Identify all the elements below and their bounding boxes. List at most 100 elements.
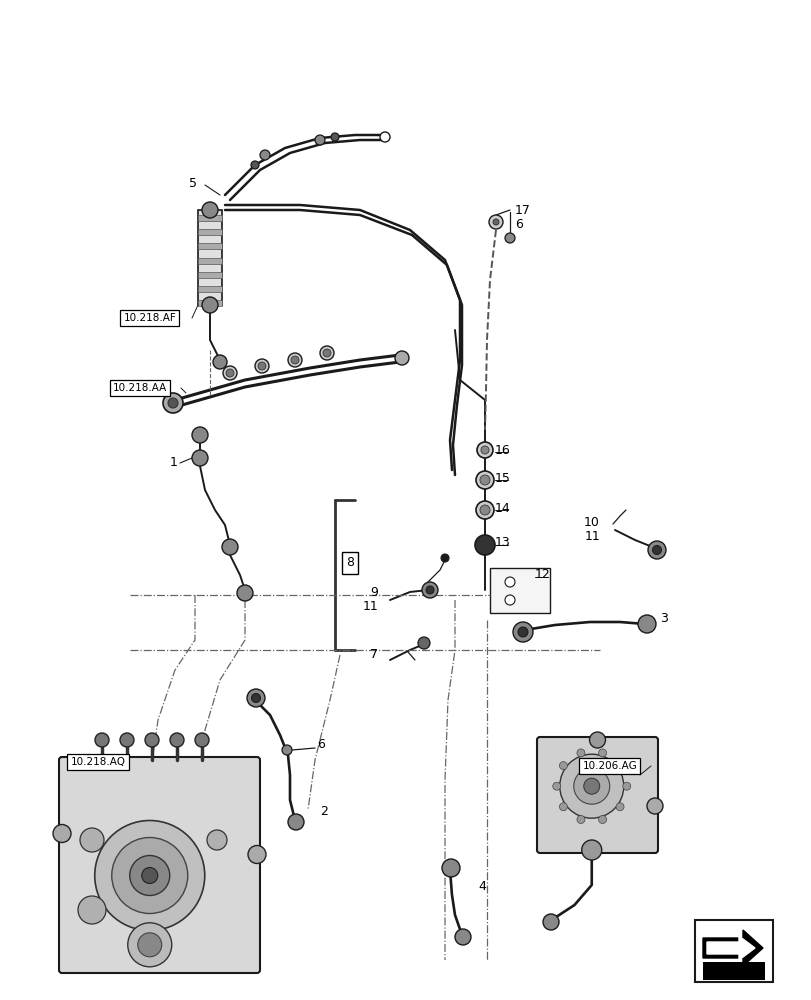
Circle shape — [622, 782, 630, 790]
Circle shape — [251, 161, 259, 169]
Circle shape — [559, 762, 567, 770]
Circle shape — [583, 778, 599, 794]
Circle shape — [559, 803, 567, 811]
Circle shape — [480, 446, 488, 454]
Text: 10: 10 — [583, 516, 599, 528]
Circle shape — [513, 622, 532, 642]
Circle shape — [195, 733, 208, 747]
Circle shape — [331, 133, 338, 141]
Circle shape — [130, 855, 169, 895]
Text: 12: 12 — [534, 568, 550, 582]
Text: 13: 13 — [495, 536, 510, 550]
Circle shape — [598, 749, 606, 757]
Circle shape — [581, 840, 601, 860]
Circle shape — [163, 393, 182, 413]
Circle shape — [212, 355, 227, 369]
Circle shape — [127, 923, 172, 967]
Bar — [198, 272, 221, 278]
Circle shape — [260, 150, 270, 160]
Circle shape — [288, 814, 303, 830]
FancyBboxPatch shape — [536, 737, 657, 853]
Circle shape — [207, 830, 227, 850]
Text: 16: 16 — [495, 444, 510, 456]
Circle shape — [225, 369, 234, 377]
Circle shape — [288, 353, 302, 367]
Circle shape — [237, 585, 253, 601]
Text: 7: 7 — [370, 648, 378, 660]
Circle shape — [120, 733, 134, 747]
Circle shape — [380, 132, 389, 142]
Text: 5: 5 — [189, 177, 197, 190]
Circle shape — [479, 505, 489, 515]
Circle shape — [251, 694, 260, 702]
Text: 8: 8 — [345, 556, 354, 570]
Circle shape — [95, 820, 204, 930]
Circle shape — [616, 762, 624, 770]
Text: 10.218.AA: 10.218.AA — [113, 383, 167, 393]
Circle shape — [422, 582, 437, 598]
Circle shape — [488, 215, 502, 229]
Circle shape — [479, 475, 489, 485]
Circle shape — [418, 637, 430, 649]
Polygon shape — [706, 936, 754, 960]
Text: 11: 11 — [584, 530, 599, 542]
Circle shape — [142, 867, 157, 883]
Polygon shape — [702, 930, 762, 966]
Text: 2: 2 — [320, 805, 328, 818]
Text: 15: 15 — [495, 472, 510, 485]
Circle shape — [169, 733, 184, 747]
Circle shape — [454, 929, 470, 945]
Circle shape — [616, 803, 624, 811]
Text: 14: 14 — [495, 502, 510, 514]
Circle shape — [78, 896, 106, 924]
Circle shape — [598, 815, 606, 823]
Text: 10.218.AF: 10.218.AF — [123, 313, 176, 323]
Circle shape — [80, 828, 104, 852]
Bar — [198, 243, 221, 249]
Text: 10.206.AG: 10.206.AG — [582, 761, 637, 771]
Circle shape — [589, 732, 605, 748]
Circle shape — [168, 398, 178, 408]
Circle shape — [315, 135, 324, 145]
Circle shape — [221, 539, 238, 555]
Circle shape — [504, 577, 514, 587]
Circle shape — [223, 366, 237, 380]
Circle shape — [440, 554, 448, 562]
Circle shape — [145, 733, 159, 747]
Circle shape — [95, 733, 109, 747]
Circle shape — [504, 233, 514, 243]
Bar — [198, 286, 221, 292]
Circle shape — [646, 798, 663, 814]
Circle shape — [647, 541, 665, 559]
Circle shape — [475, 501, 493, 519]
Circle shape — [504, 595, 514, 605]
Text: 11: 11 — [362, 599, 378, 612]
Bar — [694, 920, 772, 982]
Text: 6: 6 — [514, 218, 522, 231]
Circle shape — [543, 914, 558, 930]
Circle shape — [559, 754, 623, 818]
Circle shape — [258, 362, 266, 370]
Bar — [198, 300, 221, 306]
Circle shape — [281, 745, 292, 755]
Circle shape — [475, 471, 493, 489]
Circle shape — [53, 824, 71, 842]
Circle shape — [394, 351, 409, 365]
Circle shape — [320, 346, 333, 360]
Circle shape — [191, 427, 208, 443]
Circle shape — [577, 749, 584, 757]
Circle shape — [476, 442, 492, 458]
Circle shape — [202, 202, 217, 218]
Circle shape — [652, 546, 661, 554]
Text: 10.218.AQ: 10.218.AQ — [71, 757, 126, 767]
Circle shape — [573, 768, 609, 804]
Text: 4: 4 — [478, 880, 485, 893]
Circle shape — [290, 356, 298, 364]
Circle shape — [112, 837, 187, 913]
Text: 17: 17 — [514, 204, 530, 217]
Bar — [198, 257, 221, 263]
Circle shape — [637, 615, 655, 633]
Circle shape — [202, 297, 217, 313]
Bar — [489, 568, 549, 613]
Bar — [198, 229, 221, 235]
